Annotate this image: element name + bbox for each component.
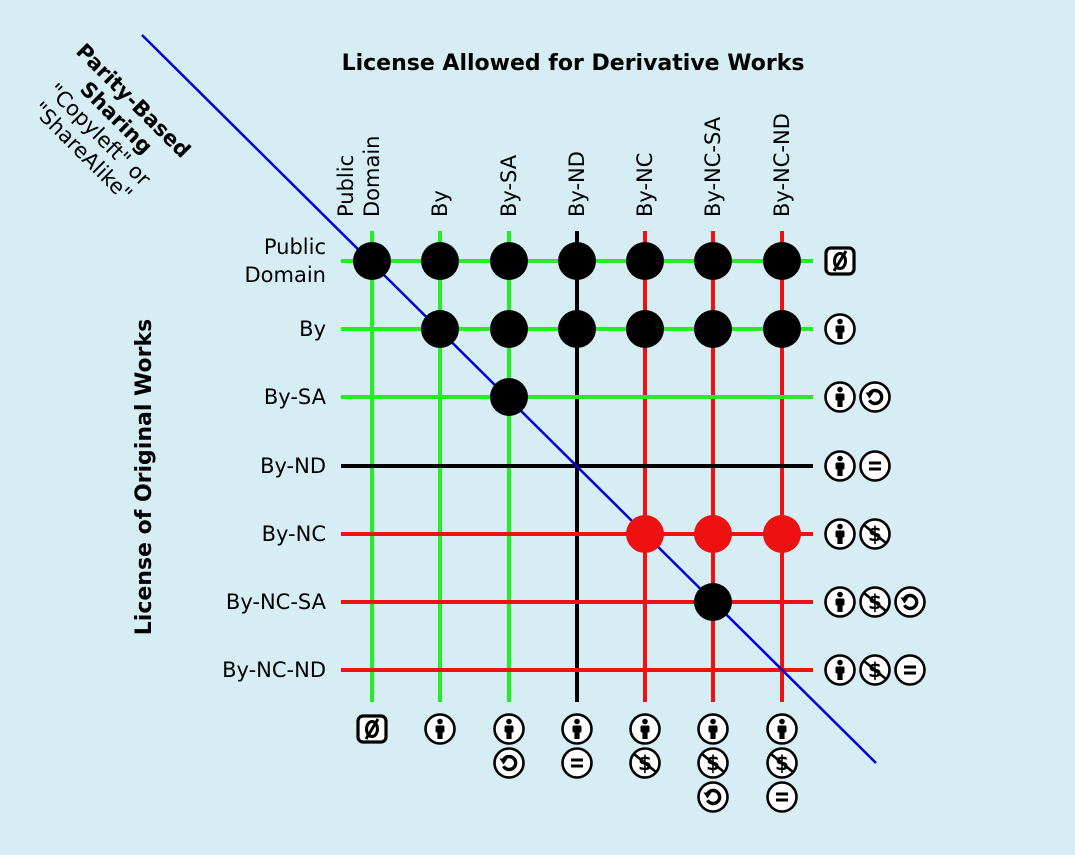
nc-icon: $ bbox=[859, 586, 891, 618]
by-icon bbox=[824, 450, 856, 482]
dot-r1-c5 bbox=[694, 310, 732, 348]
dot-r4-c6 bbox=[763, 515, 801, 553]
dot-r1-c4 bbox=[626, 310, 664, 348]
nd-icon bbox=[561, 747, 593, 779]
dot-r0-c6 bbox=[763, 242, 801, 280]
row-label-0-line-1: Domain bbox=[245, 263, 327, 287]
dot-r5-c5 bbox=[694, 583, 732, 621]
diagram-title: License Allowed for Derivative Works bbox=[342, 51, 805, 76]
nd-icon bbox=[859, 450, 891, 482]
dot-r4-c5 bbox=[694, 515, 732, 553]
compatibility-dots bbox=[353, 242, 801, 621]
row-label-0-line-0: Public bbox=[264, 235, 326, 259]
y-axis-label: License of Original Works bbox=[132, 319, 157, 635]
sa-icon bbox=[894, 586, 926, 618]
labels: License Allowed for Derivative Works Lic… bbox=[28, 39, 805, 682]
by-icon bbox=[824, 518, 856, 550]
row-label-6-line-0: By-NC-ND bbox=[222, 658, 326, 682]
by-icon bbox=[824, 381, 856, 413]
nd-icon bbox=[766, 781, 798, 813]
dot-r0-c5 bbox=[694, 242, 732, 280]
dot-r2-c2 bbox=[490, 378, 528, 416]
column-label-6-line-0: By-NC-ND bbox=[770, 113, 794, 217]
column-label-1-line-0: By bbox=[428, 190, 452, 217]
row-label-1-line-0: By bbox=[299, 317, 326, 341]
row-label-5-line-0: By-NC-SA bbox=[226, 590, 327, 614]
column-label-4-line-0: By-NC bbox=[633, 153, 657, 217]
nc-icon: $ bbox=[629, 747, 661, 779]
dot-r1-c6 bbox=[763, 310, 801, 348]
dot-r0-c2 bbox=[490, 242, 528, 280]
row-label-4-line-0: By-NC bbox=[262, 522, 326, 546]
by-icon bbox=[629, 713, 661, 745]
by-icon bbox=[493, 713, 525, 745]
grid-lines bbox=[141, 34, 877, 764]
diagonal-label: Parity-Based Sharing "Copyleft" or "Shar… bbox=[28, 39, 195, 206]
row-label-2-line-0: By-SA bbox=[264, 385, 327, 409]
pd-icon bbox=[824, 246, 856, 276]
nc-icon: $ bbox=[766, 747, 798, 779]
nc-icon: $ bbox=[697, 747, 729, 779]
pd-icon bbox=[356, 714, 388, 744]
dot-r1-c3 bbox=[558, 310, 596, 348]
sa-icon bbox=[859, 381, 891, 413]
dot-r0-c3 bbox=[558, 242, 596, 280]
column-label-3-line-0: By-ND bbox=[565, 151, 589, 217]
dot-r0-c0 bbox=[353, 242, 391, 280]
sa-icon bbox=[493, 747, 525, 779]
column-label-0-line-0: Public bbox=[334, 155, 358, 217]
dot-r1-c2 bbox=[490, 310, 528, 348]
by-icon bbox=[766, 713, 798, 745]
by-icon bbox=[824, 313, 856, 345]
by-icon bbox=[824, 654, 856, 686]
by-icon bbox=[697, 713, 729, 745]
column-label-2-line-0: By-SA bbox=[497, 154, 521, 217]
license-icons: $ $ $ $ $ $ bbox=[356, 246, 926, 813]
row-label-3-line-0: By-ND bbox=[260, 454, 326, 478]
sa-icon bbox=[697, 781, 729, 813]
dot-r0-c4 bbox=[626, 242, 664, 280]
dot-r1-c1 bbox=[421, 310, 459, 348]
nc-icon: $ bbox=[859, 654, 891, 686]
by-icon bbox=[561, 713, 593, 745]
by-icon bbox=[824, 586, 856, 618]
column-label-5-line-0: By-NC-SA bbox=[701, 116, 725, 217]
nd-icon bbox=[894, 654, 926, 686]
column-label-0-line-1: Domain bbox=[360, 136, 384, 218]
dot-r4-c4 bbox=[626, 515, 664, 553]
by-icon bbox=[424, 713, 456, 745]
nc-icon: $ bbox=[859, 518, 891, 550]
dot-r0-c1 bbox=[421, 242, 459, 280]
